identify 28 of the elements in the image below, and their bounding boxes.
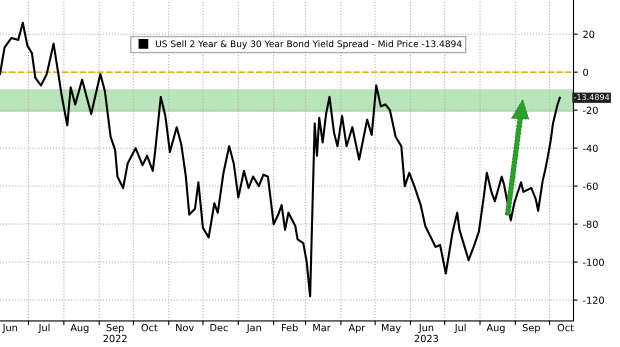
- y-tick-label: 20: [583, 30, 594, 38]
- y-tick-label: -100: [583, 258, 604, 266]
- x-tick-label: Sep 2022: [103, 324, 127, 342]
- y-tick-label: -120: [583, 296, 604, 304]
- y-tick-label: 0: [583, 68, 588, 76]
- x-tick-label: Jan: [246, 324, 261, 334]
- x-tick-label: Mar: [313, 324, 331, 332]
- x-tick-label: Oct: [558, 324, 574, 332]
- x-tick-label: Feb: [282, 324, 298, 332]
- x-tick-label: Jun: [2, 324, 18, 334]
- x-tick-label: Aug: [70, 324, 88, 334]
- y-tick-label: -60: [583, 182, 598, 190]
- x-tick-label: Aug: [486, 324, 505, 334]
- x-tick-label: Jul: [454, 324, 466, 334]
- x-tick-label: Jul: [38, 324, 50, 334]
- legend-label: US Sell 2 Year & Buy 30 Year Bond Yield Spread - Mid Price -13.4894: [156, 40, 462, 49]
- y-tick-label: -80: [583, 220, 598, 228]
- x-tick-label: Apr: [348, 324, 366, 334]
- x-tick-label: Oct: [142, 324, 158, 332]
- x-tick-label: Jun 2023: [414, 324, 438, 342]
- x-tick-label: Dec: [210, 324, 228, 332]
- x-tick-label: May: [382, 324, 401, 334]
- annotation: -13.4894: [574, 94, 610, 100]
- y-tick-label: -40: [583, 144, 598, 152]
- x-tick-label: Sep: [522, 324, 540, 334]
- line-series: [0, 22, 561, 298]
- x-tick-label: Nov: [176, 324, 194, 332]
- y-tick-label: -20: [583, 106, 598, 114]
